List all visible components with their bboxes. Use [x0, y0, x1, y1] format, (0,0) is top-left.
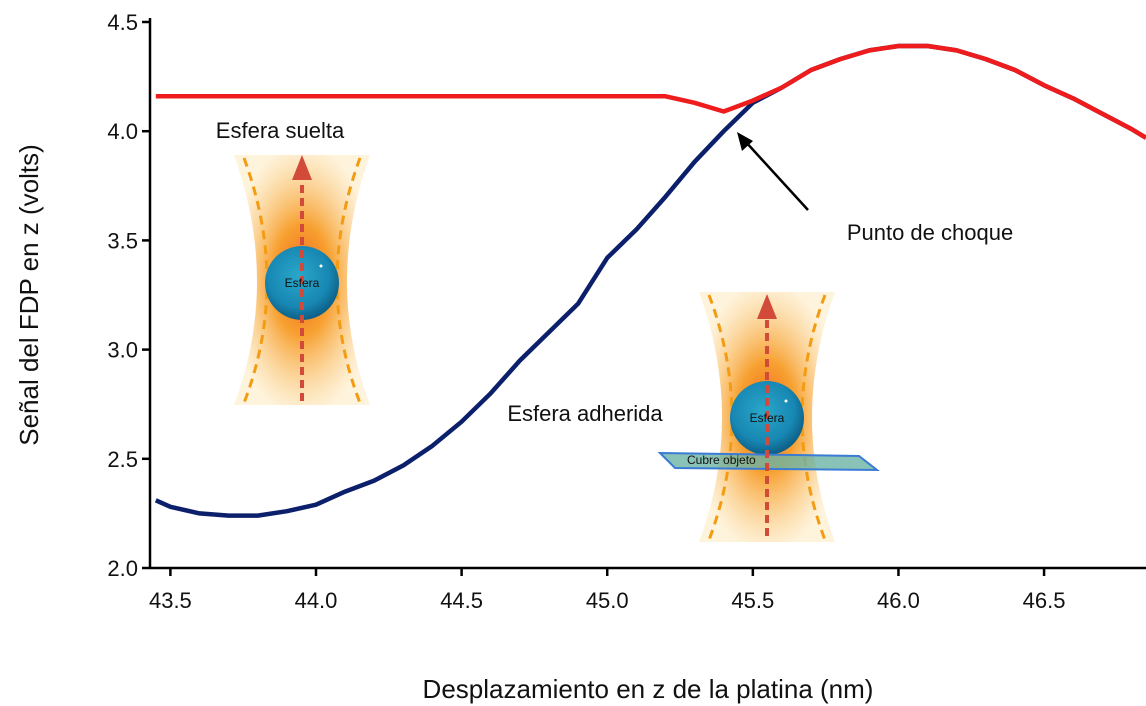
attached-sphere-illustration: Esfera Cubre objeto [660, 292, 877, 542]
coverslip-label: Cubre objeto [687, 453, 756, 467]
annotation: Esfera adherida [507, 401, 663, 426]
x-axis-title: Desplazamiento en z de la platina (nm) [423, 674, 874, 704]
x-tick-label: 46.0 [877, 588, 920, 613]
highlight [785, 400, 788, 403]
pointer-arrow [745, 141, 808, 210]
y-tick-label: 4.0 [107, 119, 138, 144]
y-tick-label: 4.5 [107, 10, 138, 35]
annotation: Esfera suelta [216, 118, 345, 143]
sphere-label: Esfera [750, 411, 785, 425]
y-tick-label: 3.5 [107, 228, 138, 253]
x-tick-label: 46.5 [1023, 588, 1066, 613]
y-tick-label: 2.5 [107, 447, 138, 472]
page: Esfera suelta Punto de choque Esfera adh… [0, 0, 1146, 706]
chart: Esfera suelta Punto de choque Esfera adh… [0, 0, 1146, 706]
loose-sphere-illustration: Esfera [234, 155, 370, 405]
x-tick-label: 43.5 [149, 588, 192, 613]
y-axis-title: Señal del FDP en z (volts) [14, 144, 44, 446]
sphere-label: Esfera [285, 276, 320, 290]
highlight [320, 265, 323, 268]
x-tick-label: 44.5 [440, 588, 483, 613]
annotation: Punto de choque [847, 220, 1013, 245]
x-tick-label: 45.0 [586, 588, 629, 613]
y-tick-label: 3.0 [107, 338, 138, 363]
x-tick-label: 45.5 [731, 588, 774, 613]
x-tick-label: 44.0 [295, 588, 338, 613]
y-tick-label: 2.0 [107, 556, 138, 581]
